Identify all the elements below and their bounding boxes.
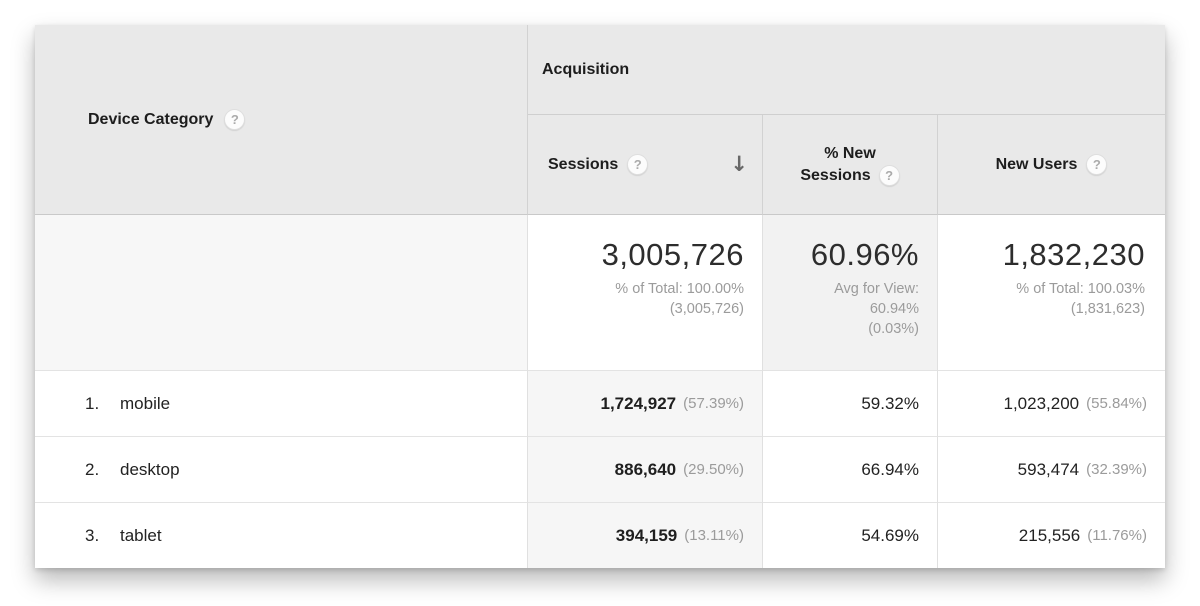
row-rank: 1.: [85, 393, 100, 413]
table-row-device-cell: 2. desktop: [35, 436, 528, 502]
new-users-total: 1,832,230: [1002, 237, 1145, 272]
sessions-total: 3,005,726: [601, 237, 744, 272]
acquisition-group-header: Acquisition: [528, 25, 1165, 115]
table-row-device-cell: 3. tablet: [35, 502, 528, 568]
help-icon[interactable]: ?: [224, 109, 246, 130]
analytics-data-table: Device Category ? Acquisition Sessions ?…: [35, 25, 1165, 568]
device-name: mobile: [120, 393, 171, 413]
percent-new-label-line2: Sessions: [800, 166, 871, 184]
help-icon[interactable]: ?: [1086, 154, 1108, 175]
device-category-label: Device Category: [88, 110, 214, 128]
device-name: desktop: [120, 459, 180, 479]
table-row-new-users-cell: 215,556 (11.76%): [938, 502, 1165, 568]
summary-sessions-cell: 3,005,726 % of Total: 100.00% (3,005,726…: [528, 215, 763, 370]
table-row-new-users-cell: 1,023,200 (55.84%): [938, 370, 1165, 436]
new-users-total-subtext: % of Total: 100.03% (1,831,623): [1016, 281, 1145, 317]
sessions-total-subtext: % of Total: 100.00% (3,005,726): [615, 281, 744, 317]
table-row-percent-new-sessions-cell: 66.94%: [763, 436, 938, 502]
table-row-percent-new-sessions-cell: 54.69%: [763, 502, 938, 568]
row-rank: 2.: [85, 459, 100, 479]
sort-descending-icon[interactable]: ↓: [730, 152, 748, 176]
table-row-sessions-cell: 1,724,927 (57.39%): [528, 370, 763, 436]
percent-new-sessions-column-header[interactable]: % New Sessions ?: [763, 115, 938, 215]
new-users-column-header[interactable]: New Users ?: [938, 115, 1165, 215]
table-row-percent-new-sessions-cell: 59.32%: [763, 370, 938, 436]
device-name: tablet: [120, 525, 162, 545]
table-row-device-cell: 1. mobile: [35, 370, 528, 436]
summary-percent-new-sessions-cell: 60.96% Avg for View: 60.94% (0.03%): [763, 215, 938, 370]
device-category-header[interactable]: Device Category ?: [35, 25, 528, 215]
percent-new-sessions-subtext: Avg for View: 60.94% (0.03%): [834, 281, 919, 337]
table-row-new-users-cell: 593,474 (32.39%): [938, 436, 1165, 502]
help-icon[interactable]: ?: [627, 154, 649, 175]
table-row-sessions-cell: 886,640 (29.50%): [528, 436, 763, 502]
help-icon[interactable]: ?: [878, 165, 900, 186]
sessions-label: Sessions: [548, 155, 619, 173]
summary-dimension-cell: [35, 215, 528, 370]
new-users-label: New Users: [995, 155, 1078, 173]
percent-new-label-line1: % New: [824, 144, 876, 162]
sessions-column-header[interactable]: Sessions ? ↓: [528, 115, 763, 215]
row-rank: 3.: [85, 525, 100, 545]
table-row-sessions-cell: 394,159 (13.11%): [528, 502, 763, 568]
summary-new-users-cell: 1,832,230 % of Total: 100.03% (1,831,623…: [938, 215, 1165, 370]
acquisition-label: Acquisition: [542, 60, 630, 78]
percent-new-sessions-avg: 60.96%: [810, 237, 919, 272]
